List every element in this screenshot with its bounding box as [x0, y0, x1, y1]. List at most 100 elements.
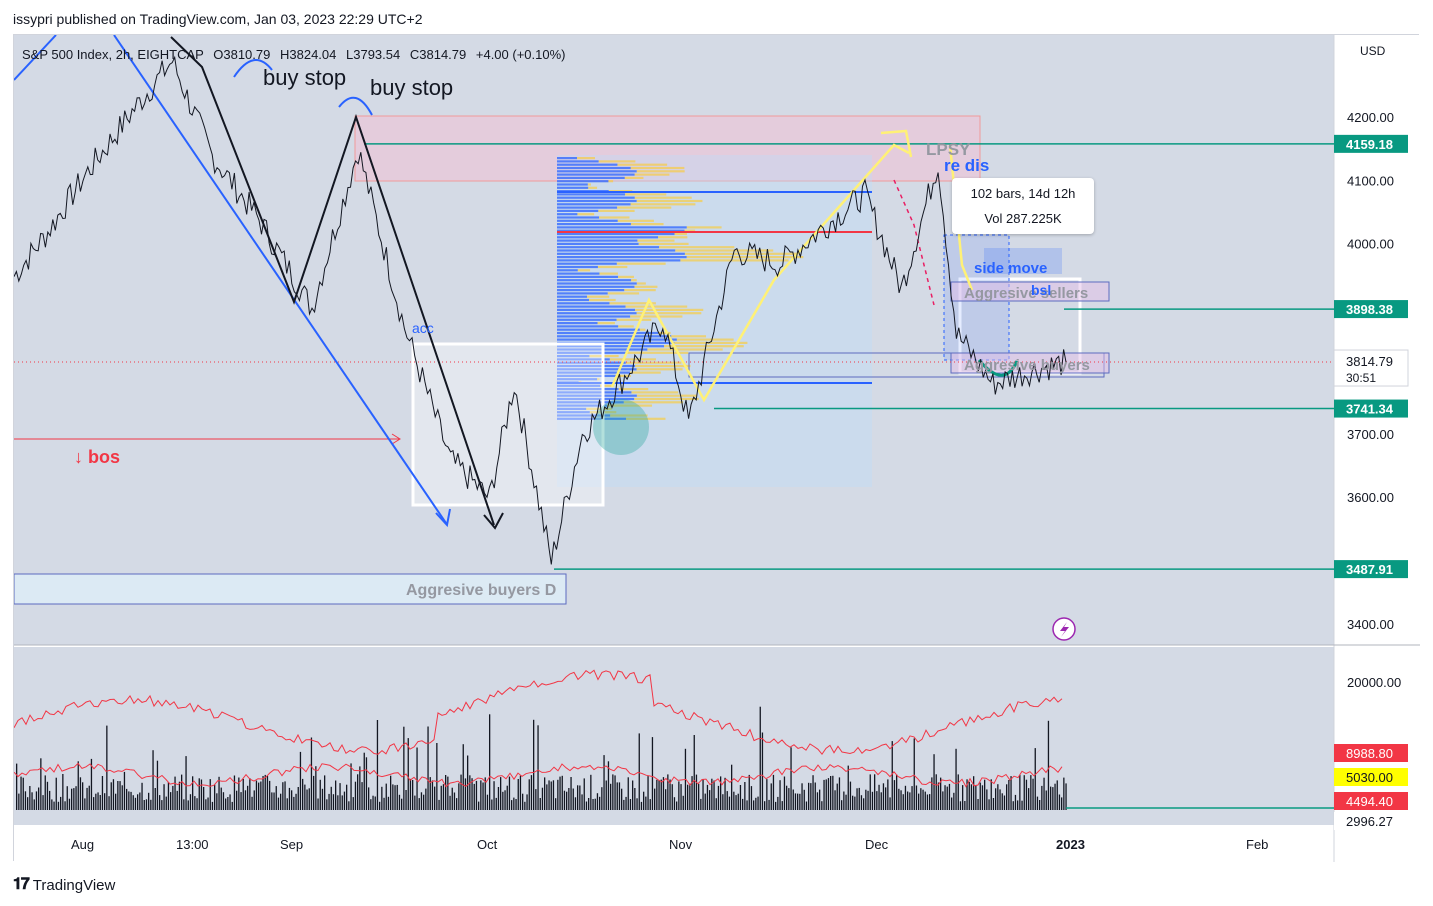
volume-bar [368, 787, 370, 810]
key-level-badge[interactable] [1334, 399, 1408, 418]
profile-bar-value-area [675, 249, 774, 252]
volume-bar [73, 788, 75, 810]
volume-badge-label: 2996.27 [1346, 814, 1393, 829]
volume-bar [698, 783, 700, 810]
volume-bar [847, 765, 849, 810]
profile-bar [557, 170, 637, 173]
volume-bar [596, 793, 599, 810]
volume-bar [1054, 783, 1056, 810]
profile-bar [557, 351, 627, 354]
volume-bar [746, 800, 748, 810]
annotation-text[interactable]: Aggresive buyers D [406, 582, 556, 599]
key-level-badge[interactable] [1334, 560, 1408, 579]
time-axis[interactable] [14, 825, 1334, 862]
side-move-zone[interactable] [984, 248, 1062, 274]
volume-bar [440, 785, 442, 810]
volume-bar [669, 779, 671, 810]
profile-bar [557, 308, 636, 311]
chart-svg[interactable]: USD 4200.00 4100.00 4000.00 3700.00 3600.00 34… [13, 34, 1420, 862]
profile-bar [557, 206, 618, 209]
volume-bar [238, 777, 240, 810]
volume-badge [1334, 768, 1408, 786]
annotation-text[interactable]: buy stop [370, 75, 453, 100]
profile-bar-value-area [686, 256, 804, 259]
supply-zone[interactable] [354, 115, 981, 182]
profile-bar-value-area [616, 318, 652, 321]
volume-bar [174, 776, 176, 810]
aggressive-buyers-box[interactable] [950, 352, 1110, 374]
key-level-badge[interactable] [1334, 134, 1408, 153]
volume-bar [407, 738, 409, 810]
acc-box[interactable] [411, 342, 605, 507]
black-zigzag[interactable] [170, 36, 495, 526]
profile-bar-value-area [686, 226, 722, 229]
volume-bar [975, 785, 977, 810]
last-price-badge[interactable] [1333, 349, 1409, 387]
profile-bar [557, 345, 665, 348]
key-level-badge[interactable] [1334, 300, 1408, 319]
annotation-text[interactable]: Aggresive buyers [964, 357, 1090, 374]
volume-bar [825, 779, 827, 810]
yellow-path[interactable] [610, 143, 910, 403]
volume-bar [493, 781, 495, 810]
volume-bar [519, 775, 522, 810]
volume-bar [962, 785, 964, 810]
annotation-text[interactable]: side move [974, 260, 1047, 277]
x-tick-label: Aug [71, 837, 94, 852]
volume-bar [827, 778, 830, 810]
profile-bar [557, 180, 609, 183]
volume-bar [838, 777, 841, 810]
profile-bar [557, 223, 631, 226]
profile-bar [557, 407, 587, 410]
volume-bar [759, 706, 761, 810]
annotation-text[interactable]: LPSY [926, 140, 971, 159]
price-axis[interactable] [1334, 35, 1420, 862]
volume-bar [1006, 784, 1008, 810]
price-line[interactable] [13, 55, 1067, 565]
profile-bar-value-area [616, 374, 631, 377]
profile-bar-value-area [598, 209, 635, 212]
volume-bar [216, 793, 218, 810]
x-tick-label: Oct [477, 837, 498, 852]
annotation-text[interactable]: Aggresive sellers [964, 285, 1088, 302]
profile-bar-value-area [586, 407, 612, 410]
volume-bar [29, 786, 31, 810]
annotation-text[interactable]: re dis [944, 156, 989, 175]
volume-bar [915, 785, 918, 810]
volume-bar [594, 798, 596, 810]
profile-bar [557, 272, 600, 275]
profile-bar-value-area [626, 351, 689, 354]
profile-bar-value-area [629, 371, 661, 374]
volume-bar [856, 788, 858, 810]
volume-bar [1047, 720, 1050, 810]
volume-bar [1058, 794, 1061, 810]
profile-bar [557, 335, 672, 338]
yellow-arrow-icon [880, 129, 913, 158]
profile-bar [557, 401, 624, 404]
blue-trendline[interactable] [113, 34, 447, 524]
blue-trendline-top[interactable] [13, 34, 57, 81]
tradingview-brand[interactable]: 𝟏𝟕 TradingView [13, 876, 115, 894]
volume-bar [937, 782, 940, 810]
chart-frame[interactable]: USD 4200.00 4100.00 4000.00 3700.00 3600.00 34… [13, 34, 1420, 862]
volume-bar [148, 792, 150, 810]
annotation-text[interactable]: ↓ bos [74, 447, 120, 467]
measure-volume: Vol 287.225K [984, 211, 1062, 226]
annotation-text[interactable]: acc [412, 320, 434, 336]
volume-bar [387, 796, 390, 810]
aggressive-buyers-d-box[interactable] [13, 573, 567, 605]
profile-bar-value-area [617, 163, 668, 166]
volume-bar [332, 794, 335, 810]
profile-bar-value-area [618, 388, 649, 391]
volume-bar [728, 796, 731, 810]
symbol-title[interactable]: S&P 500 Index, 2h, EIGHTCAP [22, 47, 204, 62]
legend[interactable]: S&P 500 Index, 2h, EIGHTCAP O3810.79 H38… [22, 47, 566, 62]
measure-bars: 102 bars, 14d 12h [970, 186, 1076, 201]
volume-bar [836, 783, 838, 810]
x-tick-label: Sep [280, 837, 303, 852]
volume-bar [49, 790, 51, 810]
annotation-text[interactable]: buy stop [263, 65, 346, 90]
volume-bar [790, 747, 792, 810]
volume-bar [205, 799, 207, 810]
annotation-text[interactable]: bsl [1031, 282, 1051, 298]
